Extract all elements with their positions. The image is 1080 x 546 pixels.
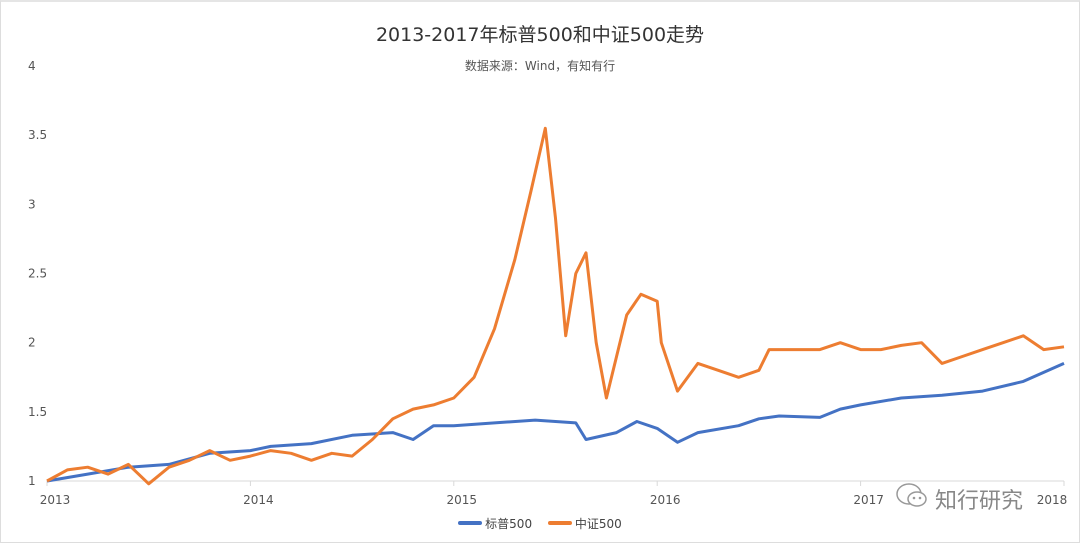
watermark-text: 知行研究 <box>935 489 1024 514</box>
x-tick-label: 2016 <box>650 493 681 507</box>
legend-item-csi500[interactable]: 中证500 <box>547 515 622 532</box>
y-tick-label: 3.5 <box>28 128 47 142</box>
legend-swatch <box>547 521 572 525</box>
series-line-sp500 <box>46 362 1065 483</box>
y-tick-label: 4 <box>28 59 36 73</box>
legend-item-sp500[interactable]: 标普500 <box>458 515 532 532</box>
watermark: 知行研究 <box>895 481 1023 517</box>
y-tick-label: 2 <box>28 336 36 350</box>
legend-swatch <box>458 521 483 525</box>
x-tick-label: 2017 <box>853 493 884 507</box>
legend: 标普500 中证500 <box>0 514 1080 532</box>
y-tick-label: 1.5 <box>28 405 47 419</box>
legend-label: 中证500 <box>574 516 622 531</box>
chart-title: 2013-2017年标普500和中证500走势 <box>375 24 705 46</box>
y-tick-label: 1 <box>28 474 36 488</box>
legend-label: 标普500 <box>485 516 533 531</box>
x-tick-label: 2013 <box>40 493 71 507</box>
x-tick-label: 2015 <box>447 493 478 507</box>
wechat-icon <box>895 481 929 517</box>
y-tick-label: 2.5 <box>28 267 47 281</box>
x-tick-label: 2014 <box>243 493 274 507</box>
chart-subtitle: 数据来源：Wind，有知有行 <box>464 59 616 73</box>
x-tick-label: 2018 <box>1037 493 1068 507</box>
series-line-csi500 <box>46 126 1065 486</box>
y-tick-label: 3 <box>28 197 36 211</box>
